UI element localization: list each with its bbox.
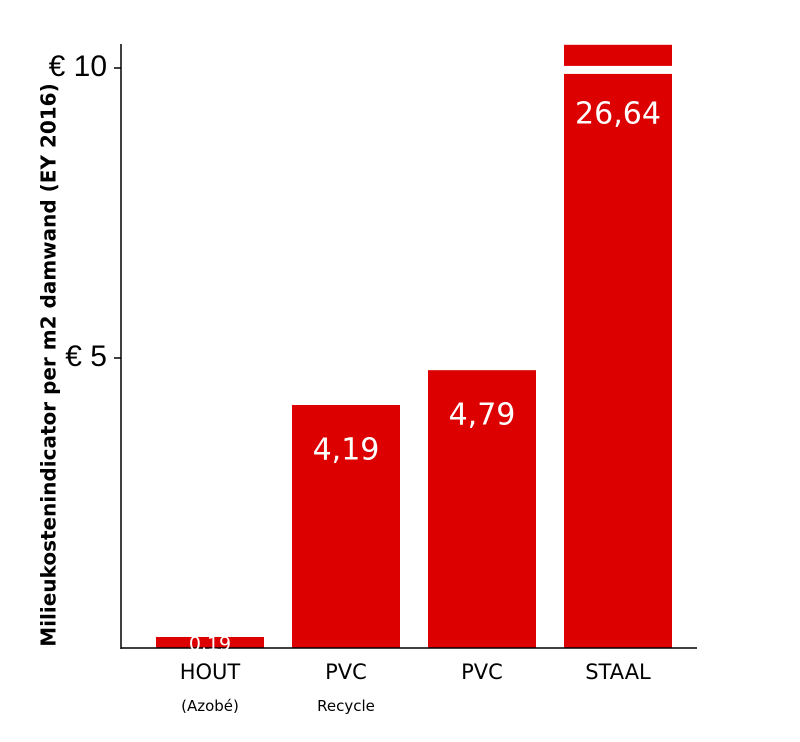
category-label-2: PVC [461, 660, 503, 684]
value-label-3: 26,64 [575, 96, 661, 131]
bar-1 [292, 404, 400, 648]
bar-break-3 [563, 65, 673, 74]
bar-3 [564, 44, 672, 649]
category-label-3: STAAL [585, 660, 651, 684]
value-label-0: 0,19 [189, 633, 231, 655]
y-tick-label-0: € 5 [65, 340, 107, 373]
value-label-2: 4,79 [449, 398, 516, 433]
bars-layer [156, 44, 673, 649]
category-label-0: HOUT [180, 660, 241, 684]
bar-2 [428, 370, 536, 648]
labels-layer: HOUT (Azobé) PVC Recycle PVC STAAL 0,19 4,19 4,7… [180, 96, 661, 715]
y-axis-label: Milieukostenindicator per m2 damwand (EY… [37, 83, 61, 646]
value-label-1: 4,19 [313, 432, 380, 467]
y-tick-label-1: € 10 [49, 50, 107, 83]
category-sublabel-0: (Azobé) [181, 697, 239, 715]
category-sublabel-1: Recycle [317, 697, 375, 715]
category-label-1: PVC [325, 660, 367, 684]
bar-0 [156, 636, 264, 648]
axes-layer: € 5 € 10 [49, 44, 697, 649]
